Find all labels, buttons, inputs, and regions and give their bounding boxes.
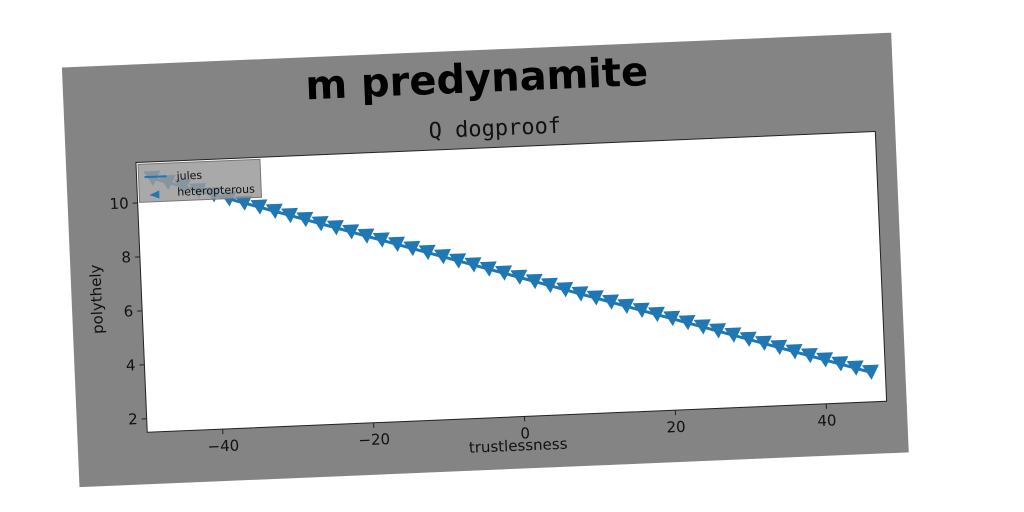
- triangle-marker: [632, 302, 650, 318]
- triangle-marker: [754, 335, 772, 351]
- triangle-marker: [510, 269, 528, 285]
- triangle-marker: [250, 199, 268, 215]
- triangle-marker: [739, 331, 757, 347]
- triangle-marker: [342, 224, 360, 240]
- triangle-marker: [831, 356, 849, 372]
- triangle-marker: [846, 360, 864, 376]
- triangle-marker: [586, 290, 604, 306]
- legend-box: [137, 158, 263, 203]
- triangle-marker: [556, 282, 574, 298]
- triangle-marker: [311, 216, 329, 232]
- triangle-marker: [449, 253, 467, 269]
- y-tick-label: 4: [126, 356, 136, 374]
- triangle-marker: [265, 203, 283, 219]
- triangle-marker: [479, 261, 497, 277]
- legend-line-marker: [144, 175, 167, 179]
- y-tick-label: 6: [123, 302, 133, 320]
- triangle-marker: [647, 306, 665, 323]
- x-tick-label: 0: [520, 424, 530, 442]
- x-tick-label: −40: [207, 436, 239, 455]
- triangle-marker: [525, 273, 543, 290]
- triangle-marker: [433, 249, 451, 265]
- legend-label-heteropterous: heteropterous: [177, 183, 255, 199]
- triangle-marker: [464, 257, 482, 273]
- triangle-marker: [816, 352, 834, 368]
- y-axis-ticks: 2 4 6 8 10: [109, 194, 147, 429]
- triangle-marker: [602, 294, 620, 310]
- triangle-marker: [403, 240, 421, 257]
- x-tick-label: 20: [666, 418, 686, 437]
- x-tick-label: −20: [358, 430, 390, 449]
- plot-area: [135, 130, 888, 433]
- triangle-marker: [617, 298, 635, 314]
- triangle-marker: [709, 323, 727, 339]
- triangle-marker: [571, 286, 589, 302]
- x-tick-label: 40: [817, 411, 837, 430]
- triangle-marker: [770, 339, 788, 356]
- triangle-marker: [800, 347, 818, 364]
- triangle-marker: [678, 314, 696, 331]
- x-axis-label: trustlessness: [468, 435, 567, 457]
- triangle-marker: [418, 244, 436, 261]
- triangle-marker: [296, 211, 314, 228]
- y-tick-label: 2: [128, 410, 138, 428]
- x-axis-ticks: −40 −20 0 20 40: [207, 403, 837, 456]
- triangle-marker: [388, 236, 406, 252]
- triangle-marker: [693, 319, 711, 335]
- triangle-marker: [861, 364, 879, 380]
- triangle-marker: [372, 232, 390, 248]
- y-tick-label: 8: [121, 248, 131, 266]
- legend-label-jules: jules: [175, 169, 202, 183]
- triangle-marker: [357, 228, 375, 244]
- triangle-marker: [663, 310, 681, 327]
- y-axis-label: polythely: [86, 264, 107, 334]
- triangle-marker: [495, 265, 513, 281]
- legend: jules heteropterous: [137, 158, 263, 203]
- triangle-marker: [540, 277, 558, 294]
- chart-title: Q dogproof: [428, 114, 561, 145]
- triangle-marker: [326, 220, 344, 236]
- triangle-marker: [235, 195, 253, 211]
- triangle-marker: [281, 207, 299, 224]
- legend-triangle-marker: [149, 190, 160, 199]
- y-tick-label: 10: [109, 194, 129, 213]
- triangle-marker: [785, 344, 803, 360]
- triangle-marker: [724, 327, 742, 343]
